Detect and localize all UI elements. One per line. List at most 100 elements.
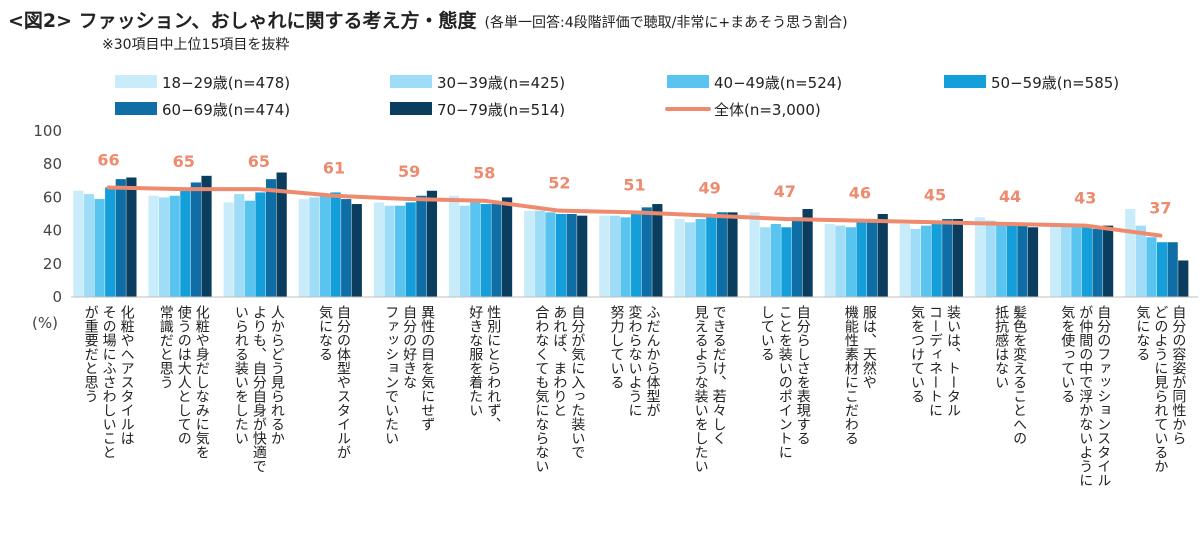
bar [190, 182, 202, 297]
x-category-label-line: 自分が気に入った装いで [569, 305, 585, 459]
bar [319, 194, 331, 297]
bar [501, 197, 513, 297]
bar [1146, 237, 1157, 297]
bar [83, 194, 95, 297]
bar [760, 227, 771, 297]
bar [877, 214, 888, 297]
bar [974, 217, 986, 297]
total-data-label: 44 [999, 187, 1021, 206]
legend-item: 30−39歳(n=425) [390, 74, 565, 92]
bar [1071, 227, 1082, 297]
bar [309, 197, 320, 297]
total-data-label: 45 [924, 185, 946, 204]
bar [126, 177, 137, 297]
total-data-label: 58 [473, 164, 495, 183]
bar [791, 217, 803, 297]
total-data-label: 46 [849, 184, 871, 203]
x-category-label-line: 自分の好きな [401, 305, 417, 389]
bar [996, 222, 1007, 297]
x-category-label-line: 気になる [317, 305, 333, 361]
bar [491, 204, 502, 297]
bar [1092, 228, 1103, 297]
bar [1135, 225, 1146, 297]
x-category-label-line: 自分のファッションスタイル [1095, 305, 1111, 487]
bar [373, 202, 385, 297]
bar [180, 189, 191, 297]
bar [448, 195, 460, 297]
bar [770, 223, 781, 297]
bar [201, 175, 212, 297]
bar [985, 220, 996, 297]
total-data-label: 59 [398, 162, 420, 181]
x-category-label-line: 気になる [1134, 305, 1150, 361]
legend-label: 70−79歳(n=514) [437, 101, 565, 119]
bar [255, 192, 266, 297]
legend-item: 60−69歳(n=474) [115, 101, 290, 119]
bar [695, 218, 706, 297]
x-category-label-line: 常識だと思う [158, 305, 174, 389]
chart-title-sub: (各単一回答:4段階評価で聴取/非常に+まあそう思う割合) [484, 15, 848, 31]
bar [824, 223, 835, 297]
bar [749, 212, 760, 297]
y-tick-label: 0 [52, 288, 62, 306]
x-category-label-line: 抵抗感はない [993, 305, 1009, 389]
legend-label: 60−69歳(n=474) [162, 101, 290, 119]
bar [94, 199, 105, 297]
bar [1081, 225, 1093, 297]
bar [716, 212, 727, 297]
bar [867, 218, 878, 297]
chart-title-main: <図2> ファッション、おしゃれに関する考え方・態度 [8, 10, 477, 32]
x-category-label-line: コーディネートに [927, 305, 943, 417]
x-category-label-line: 自分の体型やスタイルが [335, 305, 351, 459]
y-tick-label: 80 [43, 155, 62, 173]
bar [609, 215, 621, 297]
total-data-label: 51 [623, 175, 645, 194]
x-category-label-line: 異性の目を気にせず [419, 305, 435, 431]
bar [524, 210, 535, 297]
legend-swatch [115, 75, 157, 88]
bar [835, 225, 846, 297]
bar [159, 197, 170, 297]
bar [384, 205, 395, 297]
bar [115, 179, 126, 297]
y-tick-label: 100 [33, 122, 62, 140]
x-category-label-line: 自分の容姿が同性から [1170, 305, 1186, 445]
bar [545, 212, 556, 297]
bar [330, 192, 341, 297]
x-category-label-line: 努力している [609, 305, 625, 389]
bar [566, 214, 577, 297]
x-category-label-line: が重要だと思う [83, 305, 99, 403]
legend-swatch [115, 102, 157, 115]
chart-title: <図2> ファッション、おしゃれに関する考え方・態度 (各単一回答:4段階評価で聴… [8, 6, 848, 33]
legend-swatch [390, 75, 432, 88]
x-category-label-line: 機能性素材にこだわる [843, 305, 859, 445]
x-category-label-line: 自分らしさを表現する [795, 305, 811, 445]
x-category-label-line: 性別にとらわれず、 [485, 305, 501, 431]
x-category-label-line: その場にふさわしいこと [101, 305, 117, 459]
bar [802, 209, 813, 297]
total-data-label: 47 [774, 182, 796, 201]
bar [1125, 209, 1136, 297]
bar [931, 223, 942, 297]
x-category-label-line: 装いは、トータル [945, 305, 961, 417]
total-data-label: 49 [699, 179, 721, 198]
legend-label: 全体(n=3,000) [714, 101, 821, 119]
legend-label: 40−49歳(n=524) [714, 74, 842, 92]
bar [856, 222, 867, 297]
bar [1017, 225, 1028, 297]
bar [341, 199, 352, 297]
x-category-label-line: できるだけ、若々しく [711, 305, 727, 445]
total-line [106, 185, 1163, 238]
bar [781, 227, 792, 297]
legend-item: 18−29歳(n=478) [115, 74, 290, 92]
x-category-label-line: 気をつけている [909, 305, 925, 403]
x-category-label-line: ファッションでいたい [383, 305, 399, 445]
x-category-label-line: 合わなくても気にならない [533, 305, 549, 473]
y-tick-label: 60 [43, 188, 62, 206]
x-category-label-line: 気を使っている [1059, 305, 1075, 403]
